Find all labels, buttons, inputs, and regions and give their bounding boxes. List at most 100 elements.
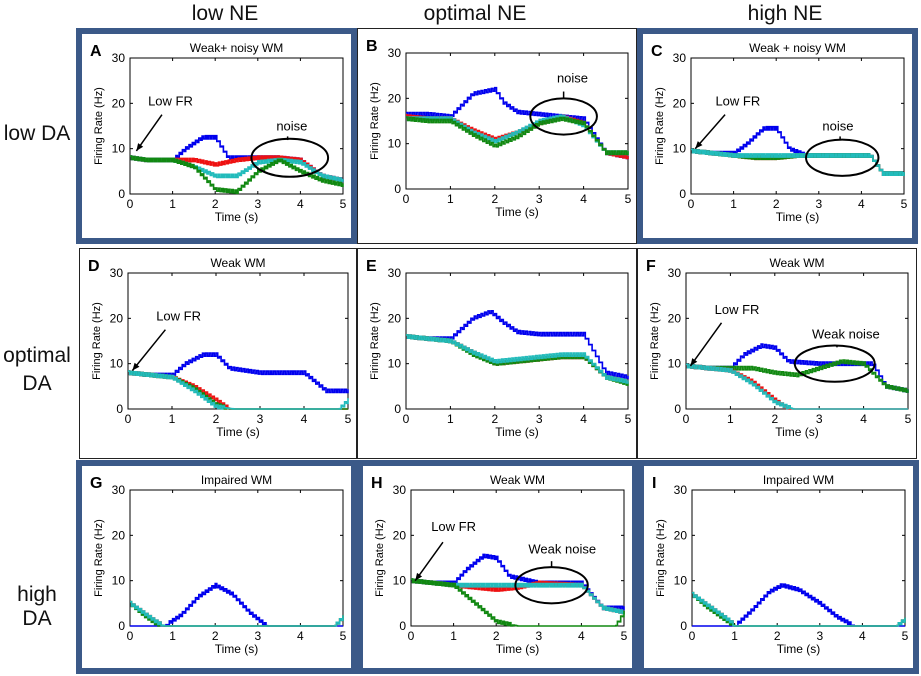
series-line-cyan <box>130 600 344 627</box>
y-tick-label: 20 <box>388 91 402 105</box>
x-axis-label: Time (s) <box>495 205 539 219</box>
arrowhead <box>415 572 423 581</box>
y-tick-label: 20 <box>674 528 688 542</box>
panel-letter: A <box>90 43 102 60</box>
annotation-label: Weak noise <box>528 541 596 556</box>
y-axis-label: Firing Rate (Hz) <box>93 87 105 165</box>
x-tick-label: 4 <box>858 197 865 211</box>
x-tick-label: 3 <box>816 412 823 426</box>
panel-a: A Weak+ noisy WM 0 1 2 3 4 5 0 10 20 30 Time (s) Firi… <box>76 28 357 244</box>
y-tick-label: 20 <box>668 311 682 325</box>
y-tick-label: 0 <box>680 619 687 633</box>
noise-ellipse <box>250 137 330 178</box>
annotation-label: noise <box>557 70 588 85</box>
noise-ellipse <box>793 344 876 383</box>
x-tick-label: 1 <box>447 192 454 206</box>
x-tick-label: 2 <box>773 197 780 211</box>
x-tick-label: 1 <box>727 412 734 426</box>
x-tick-label: 3 <box>254 629 261 643</box>
annotation-label: Weak noise <box>812 327 880 342</box>
x-tick-label: 2 <box>491 192 498 206</box>
x-tick-label: 3 <box>536 412 543 426</box>
x-axis-label: Time (s) <box>215 210 259 224</box>
x-tick-label: 5 <box>345 412 352 426</box>
y-tick-label: 10 <box>388 357 402 371</box>
arrowhead <box>132 362 140 371</box>
column-header-low-ne: low NE <box>191 2 259 25</box>
y-tick-label: 20 <box>110 311 124 325</box>
x-tick-label: 0 <box>683 412 690 426</box>
y-tick-label: 0 <box>679 187 686 201</box>
x-tick-label: 0 <box>403 412 410 426</box>
plot-area <box>129 489 344 627</box>
x-tick-label: 3 <box>816 629 823 643</box>
y-tick-label: 10 <box>112 142 126 156</box>
x-tick-label: 0 <box>403 192 410 206</box>
y-axis-label: Firing Rate (Hz) <box>369 82 381 160</box>
chart-h: H Weak WM 0 1 2 3 4 5 0 10 20 30 Time (s) Firing Rate… <box>371 473 628 656</box>
y-tick-label: 10 <box>110 357 124 371</box>
y-tick-label: 30 <box>388 266 402 280</box>
x-tick-label: 3 <box>815 197 822 211</box>
x-tick-label: 3 <box>257 412 264 426</box>
annotation-arrow <box>689 322 723 367</box>
y-tick-label: 20 <box>112 96 126 110</box>
series-line-green <box>406 116 629 156</box>
x-axis-label: Time (s) <box>215 642 259 656</box>
x-tick-label: 5 <box>340 197 347 211</box>
x-tick-label: 0 <box>688 197 695 211</box>
panel-letter: E <box>366 258 377 275</box>
x-tick-label: 2 <box>774 629 781 643</box>
y-tick-label: 10 <box>112 574 126 588</box>
x-tick-label: 2 <box>493 629 500 643</box>
y-tick-label: 0 <box>394 402 401 416</box>
chart-title: Weak WM <box>769 256 824 270</box>
panel-h: H Weak WM 0 1 2 3 4 5 0 10 20 30 Time (s) Firing Rate… <box>357 460 638 674</box>
x-tick-label: 1 <box>731 629 738 643</box>
x-tick-label: 5 <box>621 629 628 643</box>
y-tick-label: 30 <box>673 51 687 65</box>
y-tick-label: 10 <box>674 574 688 588</box>
chart-title: Weak+ noisy WM <box>190 41 283 55</box>
x-tick-label: 5 <box>902 629 909 643</box>
x-tick-label: 0 <box>125 412 132 426</box>
y-tick-label: 20 <box>393 528 407 542</box>
x-tick-label: 1 <box>730 197 737 211</box>
panel-f: F Weak WM 0 1 2 3 4 5 0 10 20 30 Time (s) Firing Rate… <box>637 248 917 459</box>
x-tick-label: 1 <box>447 412 454 426</box>
x-tick-label: 2 <box>771 412 778 426</box>
x-tick-label: 4 <box>297 629 304 643</box>
panel-i: I Impaired WM 0 1 2 3 4 5 0 10 20 30 Time (s) Firing … <box>638 460 919 674</box>
panel-b: B 0 1 2 3 4 5 0 10 20 30 Time (s) Firing Rate (Hz) no… <box>357 28 637 244</box>
annotation-label: Low FR <box>148 94 193 109</box>
panel-letter: I <box>652 475 656 492</box>
x-tick-label: 2 <box>491 412 498 426</box>
y-axis-label: Firing Rate (Hz) <box>374 519 386 597</box>
y-tick-label: 0 <box>118 619 125 633</box>
panel-letter: D <box>88 258 100 275</box>
x-axis-label: Time (s) <box>495 425 539 439</box>
series-line-cyan <box>686 363 908 410</box>
series-line-green <box>130 155 344 195</box>
annotation-arrow <box>414 541 444 582</box>
chart-a: A Weak+ noisy WM 0 1 2 3 4 5 0 10 20 30 Time (s) Firi… <box>90 41 347 224</box>
row-header-high-da: high DA <box>17 583 57 630</box>
annotation-arrow <box>135 114 163 152</box>
x-tick-label: 1 <box>450 629 457 643</box>
series-line-cyan <box>128 370 349 410</box>
series-line-cyan <box>691 148 905 176</box>
x-tick-label: 0 <box>408 629 415 643</box>
y-axis-label: Firing Rate (Hz) <box>649 302 661 380</box>
x-tick-label: 2 <box>212 629 219 643</box>
panel-letter: H <box>371 475 383 492</box>
series-line-cyan <box>406 334 629 384</box>
annotation-label: Low FR <box>715 94 760 109</box>
series-line-green <box>411 578 625 627</box>
chart-title: Weak + noisy WM <box>749 41 846 55</box>
x-axis-label: Time (s) <box>776 210 820 224</box>
chart-g: G Impaired WM 0 1 2 3 4 5 0 10 20 30 Time (s) Firing … <box>90 473 347 656</box>
noise-ellipse <box>805 138 880 177</box>
panel-letter: G <box>90 475 102 492</box>
y-tick-label: 20 <box>112 528 126 542</box>
y-axis-label: Firing Rate (Hz) <box>655 519 667 597</box>
